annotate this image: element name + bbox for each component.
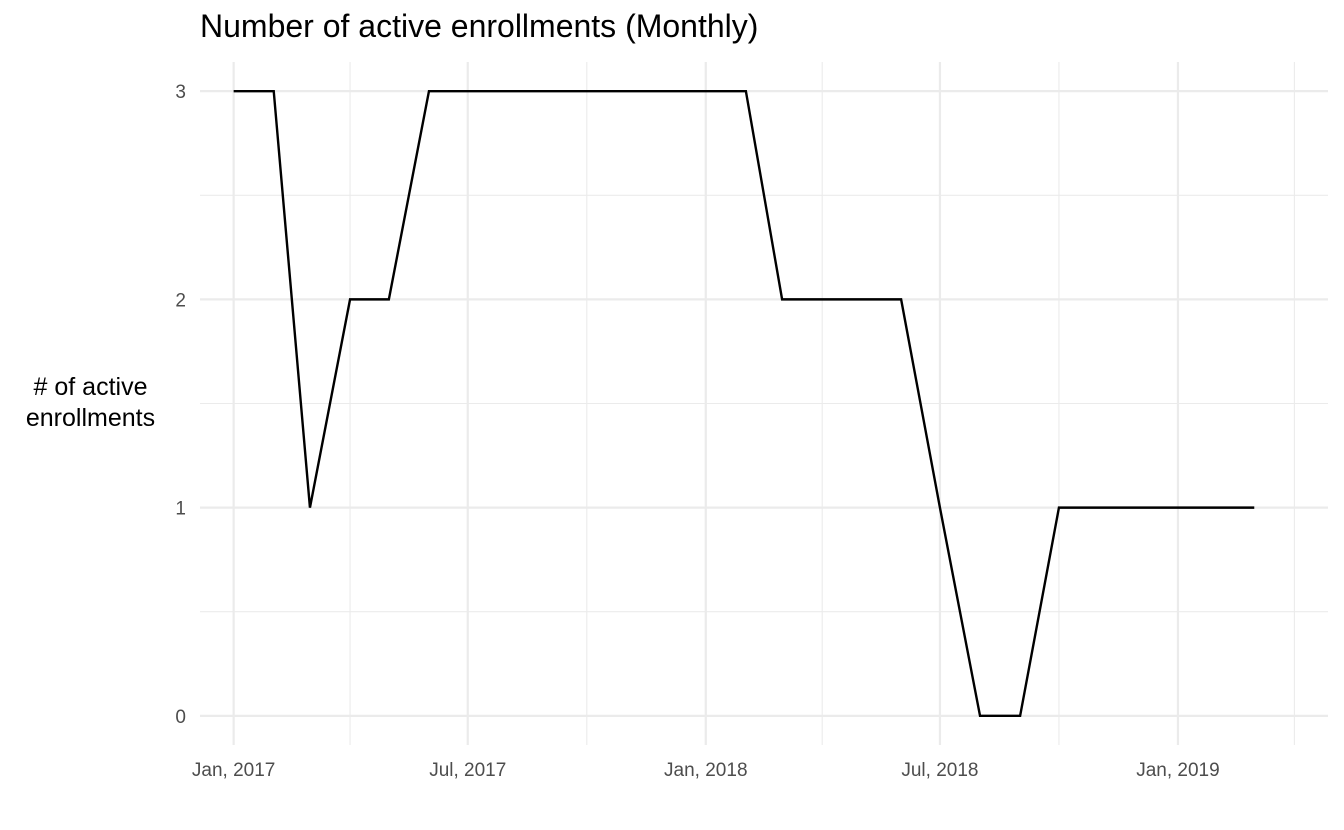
y-tick-label: 2 <box>175 290 186 311</box>
x-tick-label: Jan, 2018 <box>664 760 747 781</box>
y-axis-title-line-2: enrollments <box>25 404 156 432</box>
chart-title: Number of active enrollments (Monthly) <box>200 8 759 44</box>
x-tick-label: Jul, 2018 <box>901 760 978 781</box>
y-tick-label: 3 <box>175 82 186 103</box>
y-axis-title-line-1: # of active <box>33 373 148 401</box>
series-line-0 <box>233 89 1255 718</box>
grid-minor <box>200 62 1328 745</box>
y-axis-ticks: 0 1 2 3 <box>175 82 186 728</box>
x-tick-label: Jan, 2019 <box>1136 760 1219 781</box>
x-axis-ticks: Jan, 2017 Jul, 2017 Jan, 2018 Jul, 2018 Jan,… <box>192 760 1220 781</box>
x-tick-label: Jul, 2017 <box>429 760 506 781</box>
x-tick-label: Jan, 2017 <box>192 760 275 781</box>
grid-major <box>200 62 1328 745</box>
y-tick-label: 0 <box>175 707 186 728</box>
y-axis-title: # of active enrollments <box>8 372 173 434</box>
series-layer <box>233 89 1255 718</box>
y-tick-label: 1 <box>175 499 186 520</box>
